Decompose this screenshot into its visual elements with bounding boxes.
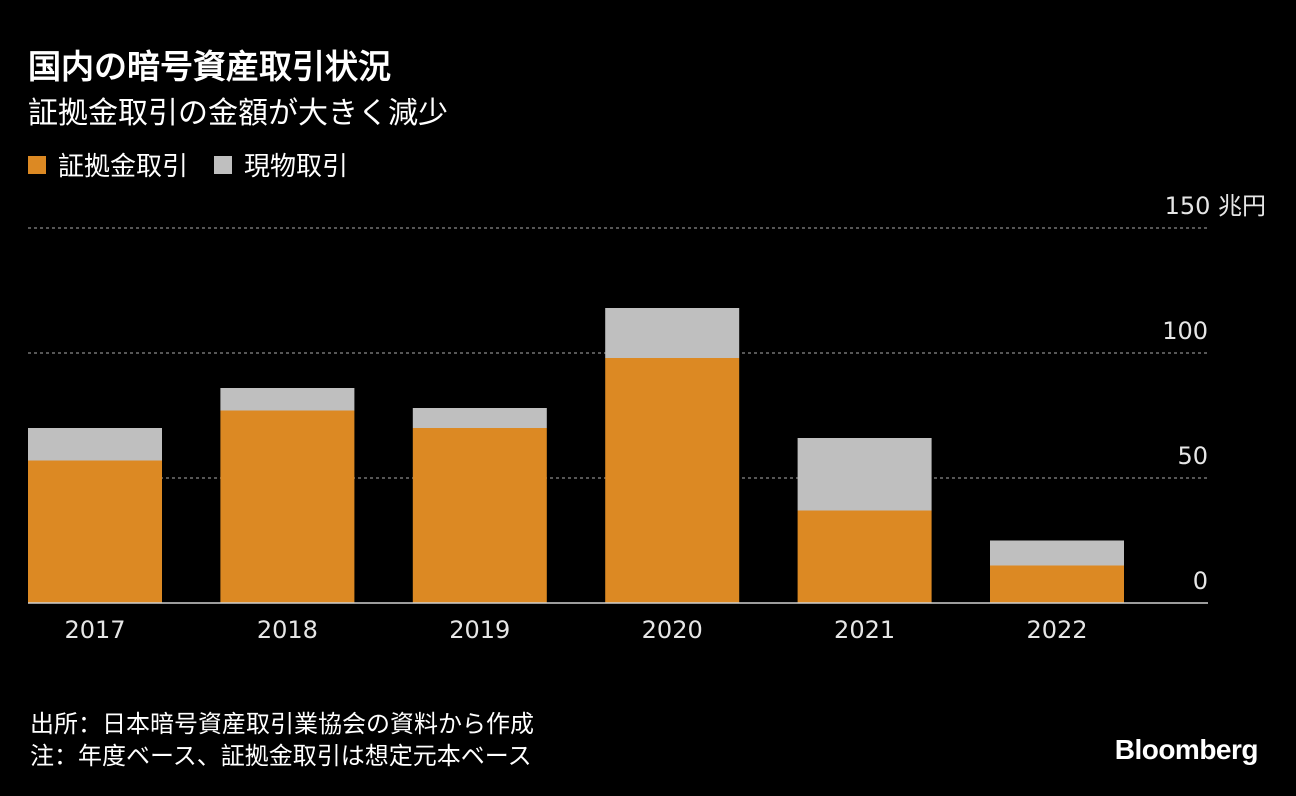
source-note: 出所：日本暗号資産取引業協会の資料から作成 — [30, 710, 534, 738]
x-tick-label-2022: 2022 — [1026, 616, 1087, 644]
x-tick-label-2017: 2017 — [64, 616, 125, 644]
bar-2019-spot — [412, 408, 547, 428]
x-tick-label-2021: 2021 — [834, 616, 895, 644]
legend-swatch-spot — [214, 155, 233, 174]
bar-2020-spot — [605, 308, 740, 358]
legend-item-margin: 証拠金取引 — [28, 146, 188, 183]
bar-2019-margin — [412, 428, 547, 603]
legend-swatch-margin — [28, 155, 46, 174]
x-tick-label-2018: 2018 — [257, 616, 318, 644]
bar-2022-margin — [990, 565, 1124, 603]
x-tick-label-2020: 2020 — [642, 616, 703, 644]
y-tick-label-150: 150 兆円 — [1165, 192, 1266, 220]
legend-label-spot: 現物取引 — [244, 152, 349, 182]
bar-2022-spot — [990, 540, 1124, 566]
bar-2021-margin — [797, 510, 932, 603]
legend-label-margin: 証拠金取引 — [58, 152, 189, 182]
x-tick-label-2019: 2019 — [449, 616, 510, 644]
bloomberg-logo: Bloomberg — [1114, 734, 1259, 765]
bar-2018-margin — [220, 410, 355, 603]
legend-item-spot: 現物取引 — [214, 146, 348, 183]
footnote: 注：年度ベース、証拠金取引は想定元本ベース — [30, 742, 532, 770]
bar-2018-spot — [220, 388, 355, 411]
y-tick-label-100: 100 — [1162, 317, 1208, 345]
bar-2017-margin — [28, 460, 162, 603]
chart-title: 国内の暗号資産取引状況 — [28, 47, 391, 86]
y-tick-label-50: 50 — [1177, 442, 1208, 470]
bar-2017-spot — [28, 428, 162, 461]
footer: 出所：日本暗号資産取引業協会の資料から作成 注：年度ベース、証拠金取引は想定元本… — [30, 708, 534, 772]
y-tick-label-0: 0 — [1193, 567, 1208, 595]
bar-2021-spot — [797, 438, 932, 511]
chart-subtitle: 証拠金取引の金額が大きく減少 — [28, 96, 448, 131]
legend: 証拠金取引 現物取引 — [28, 146, 374, 183]
bar-2020-margin — [605, 358, 740, 603]
